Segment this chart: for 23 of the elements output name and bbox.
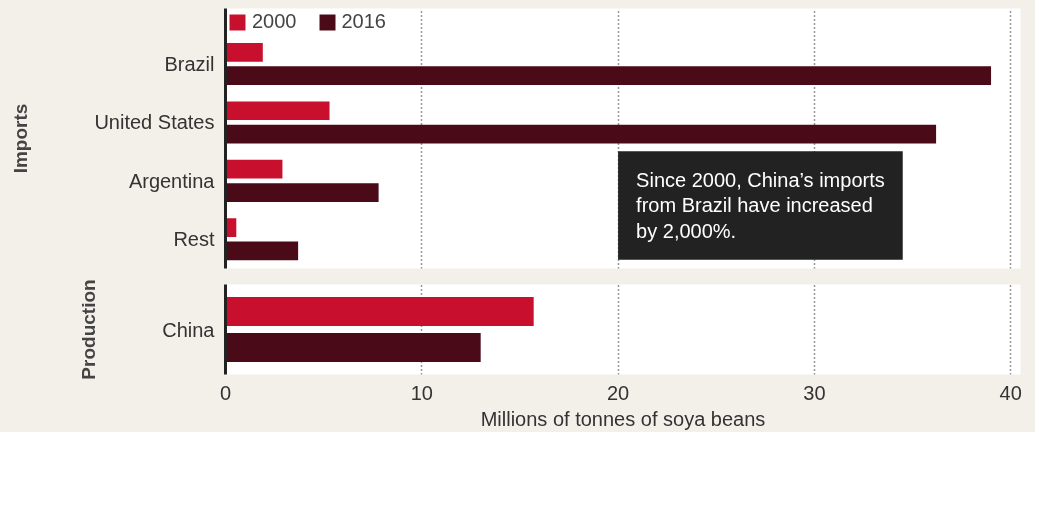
x-tick-label: 20 [606, 381, 630, 404]
x-tick-label: 40 [999, 381, 1022, 404]
y-tick-label: Argentina [128, 169, 216, 192]
y-tick-label: Rest [173, 228, 215, 251]
x-axis-title: Millions of tonnes of soya beans [480, 407, 766, 430]
annotation: Since 2000, China’s imports from Brazil have increased by 2,000%. [636, 169, 885, 242]
x-tick-label: 10 [410, 381, 433, 404]
y-tick-label: China [162, 318, 216, 341]
bar [225, 124, 937, 144]
bar [225, 42, 263, 62]
x-tick-label: 0 [219, 381, 232, 404]
y-tick-label: Brazil [164, 53, 215, 76]
bar [225, 66, 992, 86]
legend-label: 2000 [252, 10, 297, 33]
x-tick-label: 30 [803, 381, 826, 404]
y-axis-title: Production [78, 279, 100, 380]
bar [225, 241, 299, 261]
legend-label: 2016 [341, 10, 386, 33]
y-tick-label: United States [94, 111, 215, 134]
bar [225, 183, 379, 202]
y-axis-title: Imports [10, 103, 32, 174]
bar [225, 101, 330, 121]
bar [225, 159, 283, 179]
